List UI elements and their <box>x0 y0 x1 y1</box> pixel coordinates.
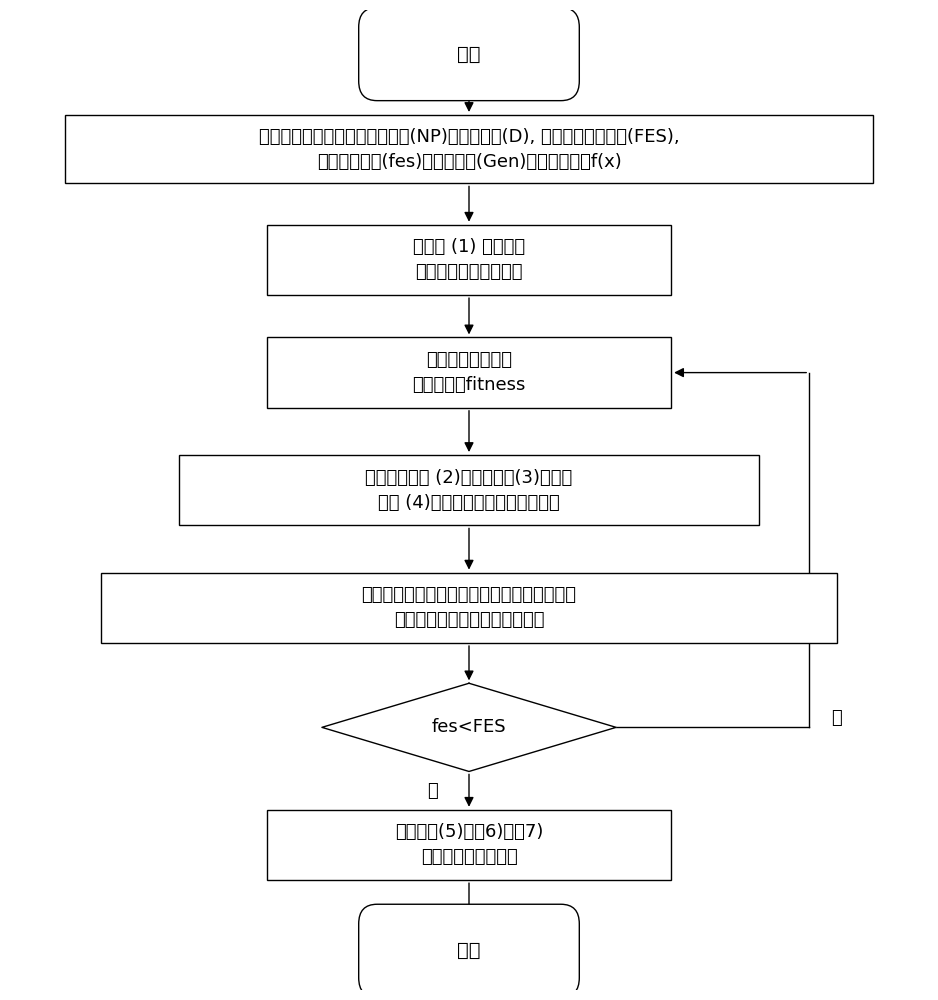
Text: 设置算法的参数：包括种群规模(NP)，个体维数(D), 进化最大迭代次数(FES),
当前迭代次数(fes)，进化代数(Gen)，适应度函数f(x): 设置算法的参数：包括种群规模(NP)，个体维数(D), 进化最大迭代次数(FES… <box>259 128 679 171</box>
FancyBboxPatch shape <box>179 455 759 525</box>
Polygon shape <box>322 683 616 771</box>
FancyBboxPatch shape <box>266 810 672 880</box>
Text: 采用公式(5)、（6)、（7)
对图像进行分割操作: 采用公式(5)、（6)、（7) 对图像进行分割操作 <box>395 823 543 866</box>
Text: 结束: 结束 <box>457 941 481 960</box>
FancyBboxPatch shape <box>65 115 873 183</box>
Text: fes<FES: fes<FES <box>431 718 507 736</box>
Text: 按公式 (1) 进行种群
初始化，得到初始种群: 按公式 (1) 进行种群 初始化，得到初始种群 <box>413 238 525 281</box>
FancyBboxPatch shape <box>266 337 672 408</box>
Text: 计算种群个体的适
应值，记作fitness: 计算种群个体的适 应值，记作fitness <box>413 351 525 394</box>
FancyBboxPatch shape <box>266 225 672 295</box>
Text: 通过变异策略 (2)、交叉操作(3)、选择
操作 (4)对三个子种群进行变异操作: 通过变异策略 (2)、交叉操作(3)、选择 操作 (4)对三个子种群进行变异操作 <box>366 469 572 512</box>
FancyBboxPatch shape <box>358 8 580 101</box>
FancyBboxPatch shape <box>101 573 837 643</box>
FancyBboxPatch shape <box>358 904 580 997</box>
Text: 开始: 开始 <box>457 45 481 64</box>
Text: 种群进行交叉和选择操作适应度更好的个体保
留下来，记录当前全局最优个体: 种群进行交叉和选择操作适应度更好的个体保 留下来，记录当前全局最优个体 <box>361 586 577 629</box>
Text: 否: 否 <box>831 709 842 727</box>
Text: 是: 是 <box>427 782 438 800</box>
